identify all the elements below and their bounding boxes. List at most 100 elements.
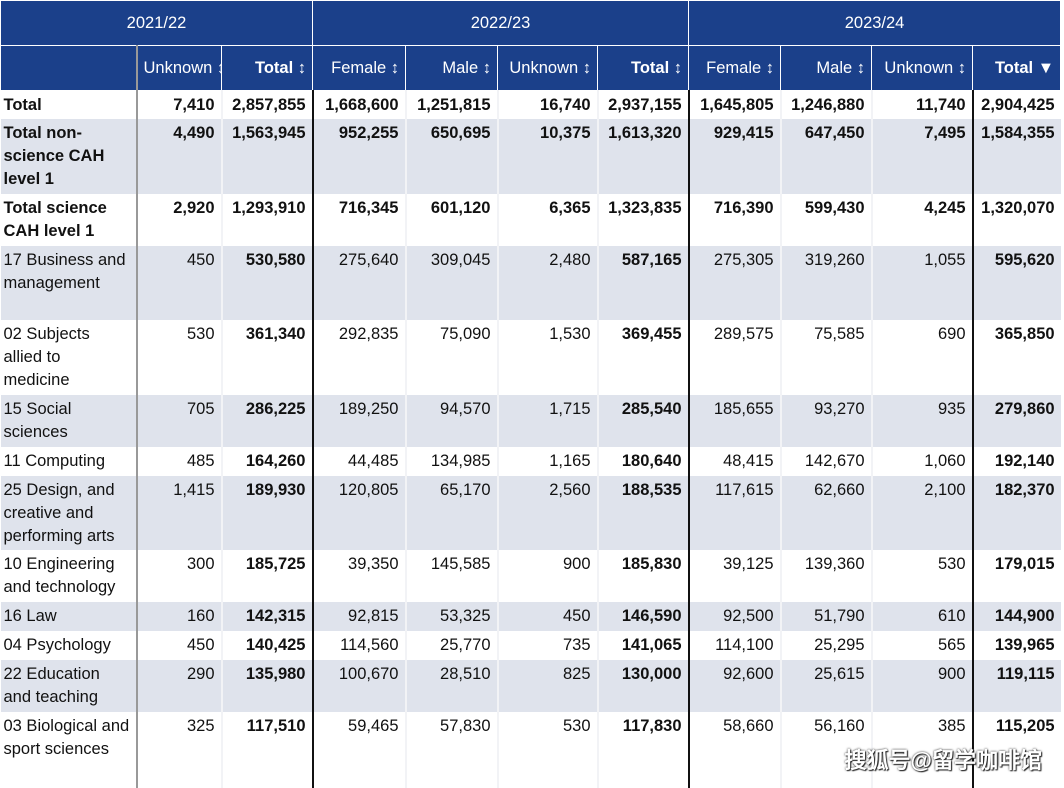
row-label: 10 Engineering and technology — [3, 554, 116, 596]
table-cell: 65,170 — [404, 475, 498, 550]
table-cell: 1,165 — [496, 446, 598, 476]
table-cell: 450 — [496, 601, 598, 631]
table-cell: 59,465 — [311, 711, 406, 788]
table-cell: 450 — [135, 245, 222, 320]
table-cell: 92,600 — [687, 659, 781, 712]
row-label: 15 Social sciences — [0, 394, 137, 447]
table-cell: 100,670 — [311, 659, 406, 712]
table-cell: 192,140 — [971, 446, 1061, 476]
row-label: Total — [3, 96, 42, 114]
sort-column-header[interactable]: Total ▼ — [972, 45, 1062, 91]
sort-column-header[interactable]: Unknown ↕ — [135, 45, 222, 91]
table-cell: 1,320,070 — [971, 193, 1061, 246]
sort-column-header[interactable]: Unknown ↕ — [497, 45, 598, 91]
sort-column-header[interactable]: Female ↕ — [312, 45, 406, 91]
table-cell: 361,340 — [220, 319, 314, 395]
table-cell: 1,613,320 — [596, 118, 690, 194]
row-label: 17 Business and management — [0, 245, 137, 320]
table-cell: 690 — [870, 319, 974, 395]
table-row: 16 Law 160 142,315 92,815 53,325 450 146,590 92… — [0, 601, 1061, 631]
table-cell: 58,660 — [687, 711, 781, 788]
sort-column-header[interactable]: Male ↕ — [780, 45, 873, 91]
subject-header — [0, 45, 137, 91]
row-label: 03 Biological and sport sciences — [3, 716, 130, 758]
sort-column-header[interactable]: Male ↕ — [405, 45, 498, 91]
table-cell: 134,985 — [404, 446, 498, 476]
table-row: 03 Biological and sport sciences 325 117,5… — [1, 711, 1061, 788]
table-cell: 135,980 — [220, 659, 314, 712]
sort-column-header[interactable]: Female ↕ — [688, 45, 782, 91]
table-cell: 325 — [135, 711, 222, 788]
table-cell: 565 — [870, 630, 974, 660]
table-row: Total non-science CAH level 1 4,490 1,563,… — [0, 118, 1061, 194]
table-cell: 1,645,805 — [687, 90, 781, 119]
row-label: Total non-science CAH level 1 — [0, 118, 137, 194]
table-cell: 44,485 — [311, 446, 406, 476]
table-cell: 1,323,835 — [596, 193, 690, 246]
table-cell: 114,100 — [687, 630, 781, 660]
table-cell: 4,490 — [135, 118, 222, 194]
table-cell: 185,655 — [687, 394, 781, 447]
table-cell: 292,835 — [311, 319, 406, 395]
table-cell: 48,415 — [687, 446, 781, 476]
table-cell: 2,100 — [870, 475, 974, 550]
table-cell: 25,295 — [779, 630, 872, 660]
table-cell: 2,920 — [135, 193, 222, 246]
table-row: 17 Business and management 450 530,580 275,… — [0, 245, 1061, 320]
table-cell: 141,065 — [596, 630, 690, 660]
table-cell: 716,345 — [311, 193, 406, 246]
table-cell: 385 — [870, 711, 974, 788]
table-cell: 530 — [496, 711, 598, 788]
table-cell: 160 — [135, 601, 222, 631]
table-cell: 16,740 — [496, 90, 598, 119]
table-row: Total science CAH level 1 2,920 1,293,910 7… — [1, 193, 1061, 246]
sort-column-header[interactable]: Unknown ↕ — [871, 45, 974, 91]
table-cell: 182,370 — [971, 475, 1061, 550]
table-cell: 599,430 — [779, 193, 872, 246]
table-cell: 146,590 — [596, 601, 690, 631]
table-cell: 1,530 — [496, 319, 598, 395]
table-cell: 595,620 — [971, 245, 1061, 320]
year-header: 2022/23 — [311, 0, 690, 46]
table-cell: 142,670 — [779, 446, 872, 476]
table-cell: 610 — [870, 601, 974, 631]
table-cell: 92,815 — [311, 601, 406, 631]
table-cell: 117,830 — [596, 711, 690, 788]
table-cell: 735 — [496, 630, 598, 660]
table-cell: 39,125 — [687, 549, 781, 602]
table-cell: 286,225 — [220, 394, 314, 447]
row-label: 16 Law — [0, 601, 137, 631]
table-cell: 1,584,355 — [971, 118, 1061, 194]
sort-column-header[interactable]: Total ↕ — [221, 45, 313, 91]
table-cell: 56,160 — [779, 711, 872, 788]
table-cell: 189,930 — [220, 475, 314, 550]
table-cell: 114,560 — [311, 630, 406, 660]
table-cell: 365,850 — [971, 319, 1061, 395]
table-cell: 7,410 — [135, 90, 222, 119]
table-cell: 285,540 — [596, 394, 690, 447]
table-cell: 139,965 — [971, 630, 1061, 660]
table-cell: 75,090 — [404, 319, 498, 395]
table-cell: 650,695 — [404, 118, 498, 194]
sort-column-header[interactable]: Total ↕ — [596, 45, 690, 91]
row-label: 02 Subjects allied to medicine — [3, 324, 90, 389]
table-cell: 1,251,815 — [404, 90, 498, 119]
table-cell: 1,060 — [870, 446, 974, 476]
table-row: 04 Psychology 450 140,425 114,560 25,770 735 1… — [1, 630, 1061, 660]
table-row: 15 Social sciences 705 286,225 189,250 94,57… — [0, 394, 1061, 447]
table-cell: 279,860 — [971, 394, 1061, 447]
table-cell: 6,365 — [496, 193, 598, 246]
table-cell: 825 — [496, 659, 598, 712]
table-cell: 119,115 — [971, 659, 1061, 712]
table-cell: 51,790 — [779, 601, 872, 631]
table-cell: 4,245 — [870, 193, 974, 246]
table-cell: 530,580 — [220, 245, 314, 320]
table-cell: 53,325 — [404, 601, 498, 631]
table-row: 22 Education and teaching 290 135,980 100,6… — [0, 659, 1061, 712]
table-cell: 289,575 — [687, 319, 781, 395]
table-cell: 179,015 — [971, 549, 1061, 602]
table-cell: 2,560 — [496, 475, 598, 550]
table-cell: 140,425 — [220, 630, 314, 660]
row-label: 04 Psychology — [3, 635, 111, 654]
